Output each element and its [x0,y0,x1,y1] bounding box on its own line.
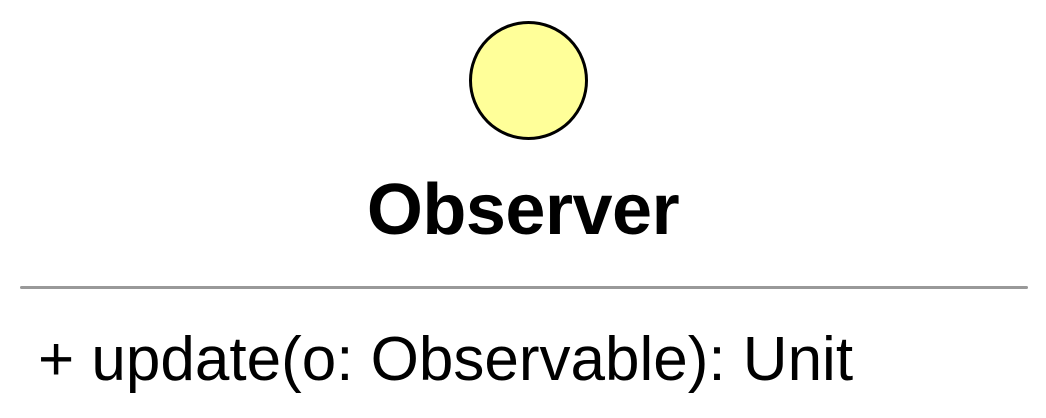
method-update: + update(o: Observable): Unit [38,325,854,394]
interface-circle-icon [469,21,588,140]
class-name: Observer [366,170,680,250]
compartment-divider [20,286,1028,289]
